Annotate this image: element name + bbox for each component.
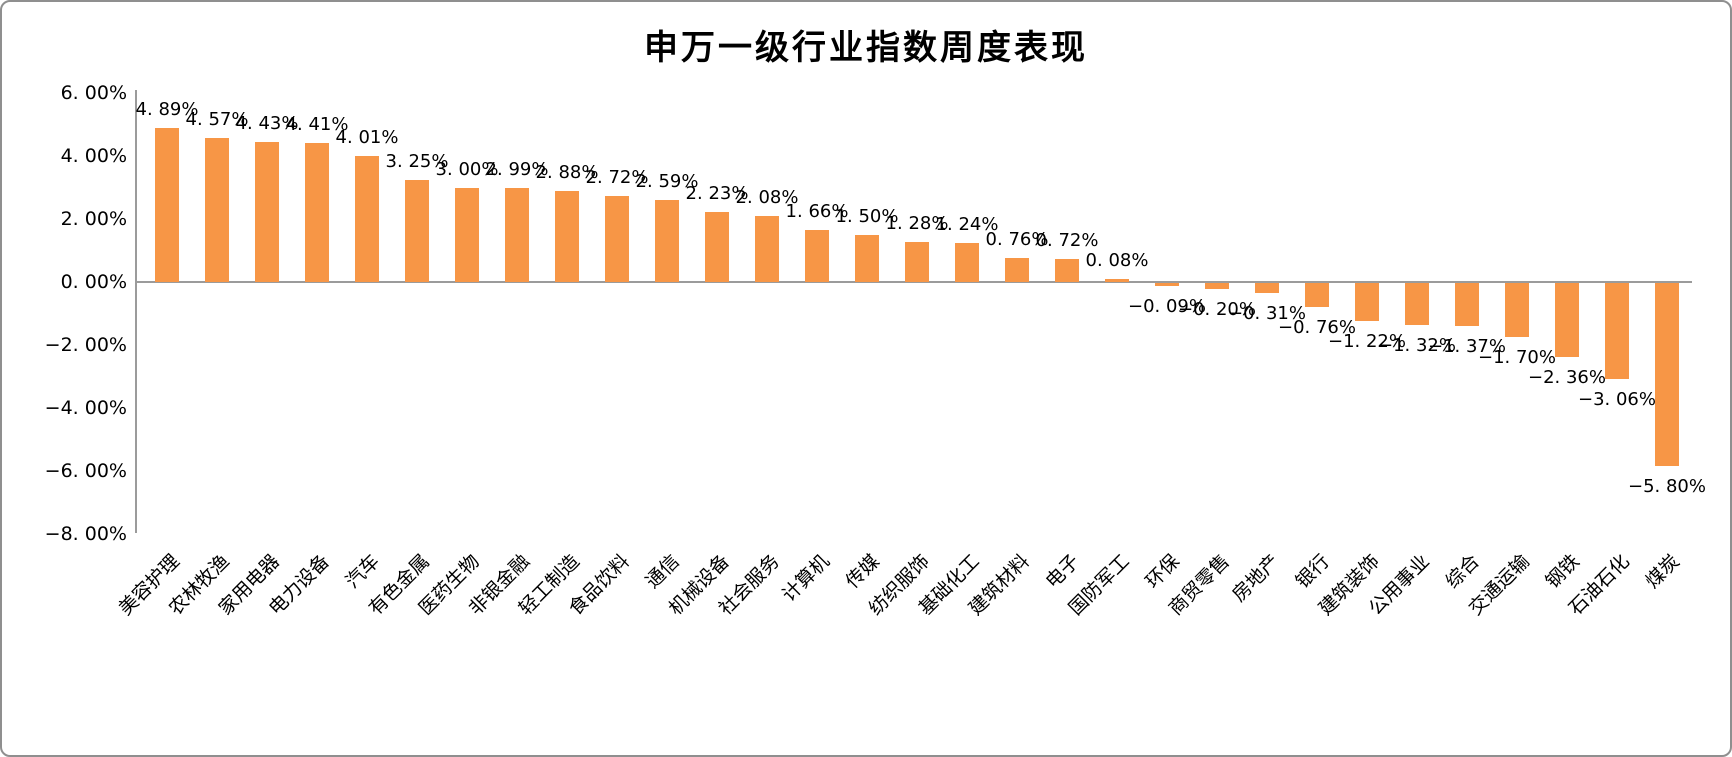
bar-value-label: −1. 32% (1378, 334, 1456, 356)
bar-value-label: 2. 08% (735, 187, 799, 209)
bar (305, 143, 329, 282)
bar (655, 200, 679, 282)
bar-value-label: 4. 57% (185, 109, 249, 131)
bar (1255, 283, 1279, 293)
bar-value-label: 2. 88% (535, 162, 599, 184)
chart-title: 申万一级行业指数周度表现 (644, 28, 1088, 68)
bar-value-label: 2. 23% (685, 182, 749, 204)
bar-value-label: 1. 66% (785, 200, 849, 222)
bar-value-label: 0. 08% (1085, 250, 1149, 272)
y-axis-line (135, 90, 137, 533)
bar-value-label: −0. 20% (1178, 299, 1256, 321)
y-axis-tick-label: −6. 00% (44, 460, 127, 482)
x-category-label: 钢铁 (1541, 550, 1584, 593)
bar (1105, 279, 1129, 282)
bar (855, 234, 879, 282)
x-category-label: 房地产 (1227, 550, 1284, 607)
bar (1305, 283, 1329, 307)
bar (1055, 259, 1079, 282)
bar (1205, 283, 1229, 290)
y-axis-tick-label: 0. 00% (60, 271, 127, 293)
x-category-label: 环保 (1141, 550, 1184, 593)
bar-value-label: 3. 25% (385, 150, 449, 172)
y-axis-tick-label: −4. 00% (44, 397, 127, 419)
x-category-label: 通信 (641, 550, 684, 593)
bar (1605, 283, 1629, 380)
bar-value-label: −5. 80% (1628, 475, 1706, 497)
bar (605, 196, 629, 282)
x-category-label: 综合 (1441, 550, 1484, 593)
bar-value-label: −0. 31% (1228, 302, 1306, 324)
bar (1555, 283, 1579, 358)
y-axis-tick-label: 4. 00% (60, 145, 127, 167)
bar-value-label: 3. 00% (435, 158, 499, 180)
x-category-label: 汽车 (341, 550, 384, 593)
bar (1655, 283, 1679, 466)
bar (355, 155, 379, 282)
y-axis-tick-label: −8. 00% (44, 523, 127, 545)
y-axis-tick-label: 6. 00% (60, 82, 127, 104)
bar (955, 242, 979, 282)
bar-value-label: 2. 59% (635, 171, 699, 193)
bar-value-label: 0. 72% (1035, 230, 1099, 252)
bar (1505, 283, 1529, 337)
bar-value-label: 4. 41% (285, 114, 349, 136)
bar-value-label: −2. 36% (1528, 367, 1606, 389)
bar-value-label: 2. 99% (485, 158, 549, 180)
bar-value-label: −0. 76% (1278, 316, 1356, 338)
bar (755, 216, 779, 282)
bar-value-label: 1. 24% (935, 213, 999, 235)
bar (705, 211, 729, 282)
y-axis-tick-label: 2. 00% (60, 208, 127, 230)
bar (1405, 283, 1429, 325)
bar-value-label: −0. 09% (1128, 295, 1206, 317)
x-category-label: 传媒 (841, 550, 884, 593)
bar (555, 191, 579, 282)
bar-value-label: 4. 01% (335, 126, 399, 148)
y-axis-tick-label: −2. 00% (44, 334, 127, 356)
bar (255, 142, 279, 282)
bar (1005, 258, 1029, 282)
bar-value-label: −1. 70% (1478, 346, 1556, 368)
bar-value-label: 4. 43% (235, 113, 299, 135)
bar-value-label: −1. 22% (1328, 331, 1406, 353)
bar-value-label: −3. 06% (1578, 389, 1656, 411)
bar-value-label: 1. 50% (835, 205, 899, 227)
bar (905, 241, 929, 282)
bar (405, 179, 429, 282)
x-category-label: 银行 (1291, 550, 1334, 593)
bar-value-label: 1. 28% (885, 212, 949, 234)
x-category-label: 煤炭 (1641, 550, 1684, 593)
bar-value-label: −1. 37% (1428, 336, 1506, 358)
x-category-label: 计算机 (777, 550, 834, 607)
x-category-label: 电子 (1041, 550, 1084, 593)
bar (1355, 283, 1379, 322)
bar (155, 127, 179, 282)
bar (805, 229, 829, 282)
bar (1455, 283, 1479, 327)
bar (1155, 283, 1179, 286)
bar-value-label: 2. 72% (585, 167, 649, 189)
bar (205, 138, 229, 282)
bar-value-label: 4. 89% (135, 98, 199, 120)
bar (505, 187, 529, 282)
x-axis-zero-line (135, 281, 1692, 283)
bar-value-label: 0. 76% (985, 229, 1049, 251)
bar (455, 187, 479, 282)
